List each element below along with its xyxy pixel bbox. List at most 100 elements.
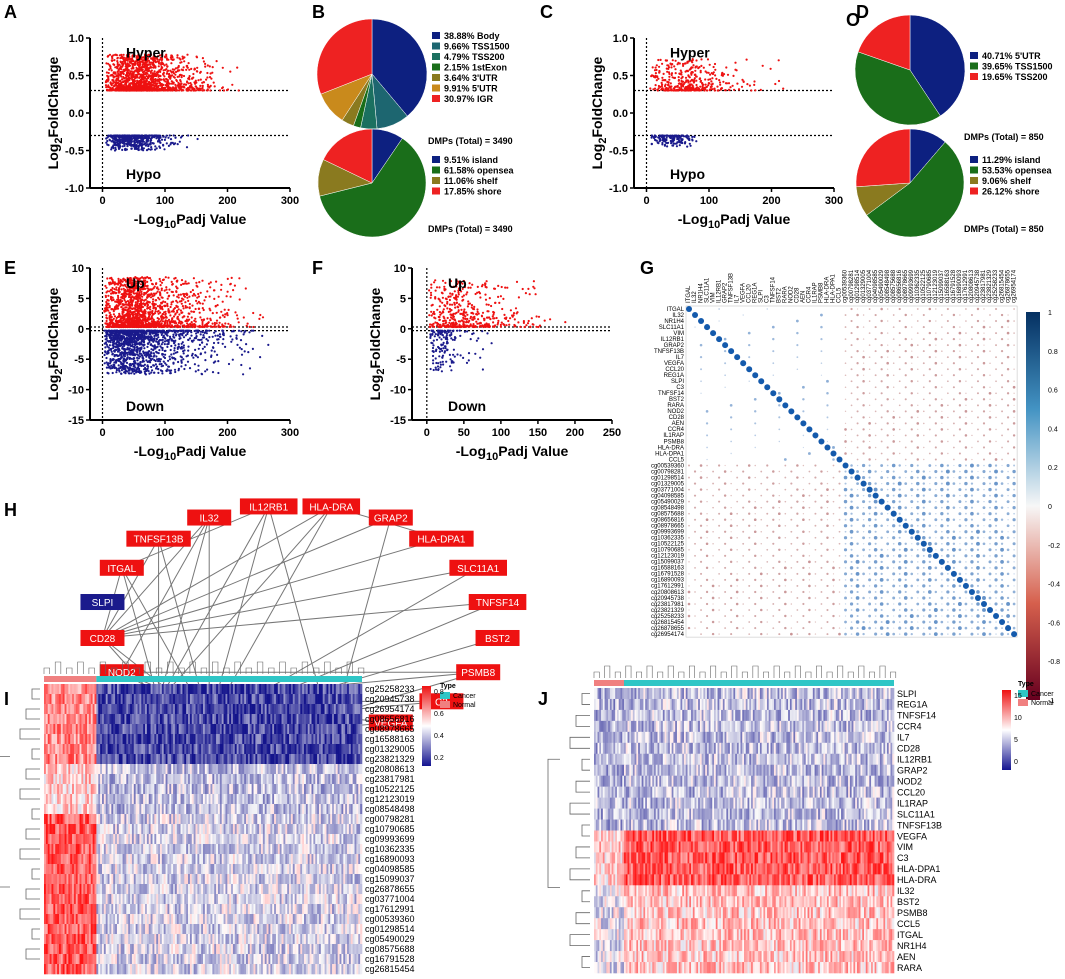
data-point	[167, 276, 170, 279]
data-point	[141, 325, 144, 328]
data-point	[176, 279, 179, 282]
data-point	[174, 370, 177, 374]
data-point	[156, 78, 160, 81]
data-point	[185, 68, 188, 71]
data-point	[653, 87, 657, 90]
data-point	[656, 76, 659, 79]
data-point	[670, 89, 673, 92]
data-point	[178, 89, 181, 92]
data-point	[181, 316, 184, 319]
data-point	[170, 303, 173, 306]
data-point	[714, 68, 717, 71]
data-point	[215, 322, 218, 325]
data-point	[217, 324, 220, 327]
data-point	[158, 62, 161, 65]
data-point	[199, 316, 202, 319]
data-point	[214, 334, 217, 337]
data-point	[192, 310, 195, 313]
data-point	[157, 84, 160, 88]
legend-swatch	[970, 73, 978, 80]
data-point	[696, 86, 699, 89]
data-point	[138, 297, 142, 300]
data-point	[665, 86, 668, 90]
data-point	[143, 66, 146, 69]
data-point	[195, 281, 198, 284]
data-point	[135, 136, 139, 139]
data-point	[123, 303, 126, 306]
data-point	[121, 148, 124, 151]
data-point	[146, 82, 149, 85]
data-point	[157, 60, 160, 63]
data-point	[668, 75, 671, 78]
data-point	[140, 290, 143, 293]
data-point	[170, 280, 173, 283]
data-point	[235, 314, 239, 317]
data-point	[153, 322, 156, 325]
data-point	[206, 290, 209, 293]
data-point	[182, 307, 185, 310]
data-point	[180, 61, 183, 64]
data-point	[144, 318, 148, 322]
data-point	[197, 369, 200, 372]
data-point	[246, 322, 249, 325]
data-point	[225, 295, 228, 298]
data-point	[151, 75, 154, 78]
data-point	[158, 277, 161, 281]
data-point	[111, 321, 114, 324]
data-point	[704, 83, 707, 86]
y-tick-label: 0.0	[613, 108, 628, 120]
data-point	[711, 82, 714, 85]
pie-slice	[855, 128, 911, 188]
data-point	[227, 322, 230, 325]
data-point	[658, 69, 661, 73]
data-point	[117, 302, 121, 305]
data-point	[187, 62, 190, 65]
data-point	[141, 321, 144, 324]
data-point	[750, 89, 753, 92]
data-point	[211, 346, 215, 349]
data-point	[197, 295, 200, 298]
data-point	[160, 289, 163, 292]
data-point	[690, 73, 693, 76]
data-point	[146, 280, 149, 283]
data-point	[693, 135, 696, 138]
pie-note: DMPs (Total) = 850	[964, 224, 1044, 234]
data-point	[134, 75, 137, 78]
data-point	[215, 319, 219, 322]
data-point	[134, 325, 137, 328]
data-point	[108, 68, 111, 71]
data-point	[149, 279, 153, 282]
data-point	[137, 145, 140, 149]
data-point	[176, 54, 179, 57]
annotation-up: Hyper	[670, 45, 710, 61]
data-point	[106, 74, 109, 77]
data-point	[196, 66, 199, 69]
data-point	[168, 72, 171, 75]
data-point	[180, 311, 183, 314]
data-point	[187, 299, 190, 302]
data-point	[197, 325, 200, 328]
data-point	[107, 62, 110, 65]
data-point	[166, 297, 169, 300]
data-point	[151, 295, 154, 298]
data-point	[195, 284, 198, 287]
data-point	[697, 88, 700, 92]
data-point	[238, 298, 241, 301]
data-point	[113, 81, 116, 84]
data-point	[169, 74, 172, 77]
legend-label: 9.91% 5'UTR	[444, 84, 498, 94]
data-point	[151, 324, 155, 327]
data-point	[157, 312, 160, 315]
data-point	[144, 316, 147, 319]
data-point	[653, 136, 656, 139]
data-point	[722, 80, 725, 83]
data-point	[113, 291, 116, 294]
data-point	[737, 88, 741, 91]
pie-note: DMPs (Total) = 3490	[428, 224, 513, 234]
legend-swatch	[432, 95, 440, 102]
data-point	[104, 346, 107, 349]
data-point	[192, 72, 195, 76]
data-point	[210, 77, 213, 80]
